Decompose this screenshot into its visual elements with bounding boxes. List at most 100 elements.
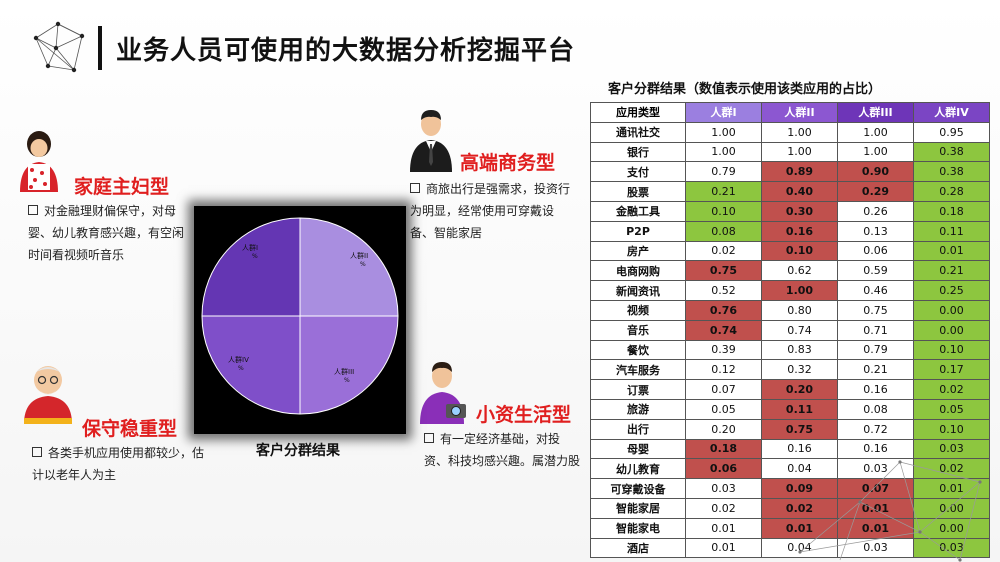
- table-cell: 0.32: [761, 359, 838, 381]
- table-cell: 0.18: [913, 200, 990, 222]
- table-cell: 0.00: [913, 497, 990, 519]
- table-row: 旅游 0.05 0.11 0.08 0.05: [590, 398, 990, 420]
- table-cell: 0.38: [913, 141, 990, 163]
- table-row: 银行 1.00 1.00 1.00 0.38: [590, 141, 990, 163]
- table-row: 母婴 0.18 0.16 0.16 0.03: [590, 438, 990, 460]
- title-divider: [98, 26, 102, 70]
- persona-petty-desc-text: 有一定经济基础，对投资、科技均感兴趣。属潜力股: [424, 432, 581, 468]
- table-row-label: 视频: [590, 299, 686, 321]
- table-row-label: 可穿戴设备: [590, 478, 686, 499]
- table-cell: 0.06: [837, 240, 914, 262]
- persona-business-name: 高端商务型: [460, 152, 556, 174]
- table-row: 智能家居 0.02 0.02 0.01 0.00: [590, 497, 990, 519]
- page-title: 业务人员可使用的大数据分析挖掘平台: [116, 36, 576, 66]
- table-cell: 0.76: [685, 299, 762, 321]
- table-row: 订票 0.07 0.20 0.16 0.02: [590, 379, 990, 400]
- table-corner-header: 应用类型: [590, 102, 686, 123]
- table-cell: 0.10: [685, 200, 762, 222]
- table-row: P2P 0.08 0.16 0.13 0.11: [590, 220, 990, 242]
- table-cell: 0.71: [837, 319, 914, 341]
- pie-slice: [201, 315, 301, 415]
- table-cell: 0.90: [837, 161, 914, 183]
- table-row-label: 汽车服务: [590, 359, 686, 381]
- persona-business-desc-text: 商旅出行是强需求，投资行为明显，经常使用可穿戴设备、智能家居: [410, 182, 571, 240]
- table-cell: 1.00: [761, 121, 838, 143]
- table-cell: 0.80: [761, 299, 838, 321]
- table-cell: 0.21: [685, 181, 762, 202]
- table-cell: 1.00: [685, 141, 762, 163]
- persona-conservative-desc: 各类手机应用使用都较少，估计以老年人为主: [32, 442, 207, 486]
- table-header-cell: 人群I: [685, 102, 762, 123]
- table-row: 通讯社交 1.00 1.00 1.00 0.95: [590, 121, 990, 143]
- table-header-cell: 人群IV: [913, 102, 990, 123]
- table-row-label: 新闻资讯: [590, 280, 686, 301]
- table-cell: 0.11: [761, 398, 838, 420]
- table-cell: 0.59: [837, 260, 914, 282]
- table-cell: 0.83: [761, 339, 838, 361]
- table-cell: 0.01: [685, 517, 762, 539]
- table-title: 客户分群结果（数值表示使用该类应用的占比）: [608, 82, 882, 97]
- table-cell: 0.95: [913, 121, 990, 143]
- table-cell: 0.10: [913, 339, 990, 361]
- persona-home-name: 家庭主妇型: [74, 176, 170, 198]
- table-cell: 0.30: [761, 200, 838, 222]
- cluster-table: 应用类型 人群I 人群II 人群III 人群IV 通讯社交 1.00 1.00 1.0…: [590, 102, 990, 559]
- table-row-label: 房产: [590, 240, 686, 262]
- pie-slice-label: 人群II: [350, 251, 368, 260]
- table-cell: 0.26: [837, 200, 914, 222]
- table-row: 视频 0.76 0.80 0.75 0.00: [590, 299, 990, 321]
- table-row-label: 银行: [590, 141, 686, 163]
- pie-chart: 人群I% 人群II%人群III%人群IV%: [201, 217, 399, 415]
- table-cell: 0.03: [837, 458, 914, 480]
- persona-home-desc: 对金融理财偏保守，对母婴、幼儿教育感兴趣，有空闲时间看视频听音乐: [28, 200, 193, 266]
- table-cell: 0.03: [913, 438, 990, 460]
- table-row: 新闻资讯 0.52 1.00 0.46 0.25: [590, 280, 990, 301]
- table-row-label: 餐饮: [590, 339, 686, 361]
- table-row-label: 出行: [590, 418, 686, 440]
- table-row: 股票 0.21 0.40 0.29 0.28: [590, 181, 990, 202]
- bullet-icon: [32, 447, 42, 457]
- table-row: 可穿戴设备 0.03 0.09 0.07 0.01: [590, 478, 990, 499]
- persona-conservative-name: 保守稳重型: [82, 418, 178, 440]
- table-cell: 0.08: [837, 398, 914, 420]
- table-cell: 0.03: [913, 537, 990, 559]
- table-cell: 0.75: [837, 299, 914, 321]
- table-cell: 0.74: [761, 319, 838, 341]
- table-header-cell: 人群III: [837, 102, 914, 123]
- table-cell: 0.00: [913, 299, 990, 321]
- table-cell: 0.72: [837, 418, 914, 440]
- table-row-label: 智能家居: [590, 497, 686, 519]
- table-cell: 0.00: [913, 517, 990, 539]
- persona-home-desc-text: 对金融理财偏保守，对母婴、幼儿教育感兴趣，有空闲时间看视频听音乐: [28, 204, 185, 262]
- table-cell: 0.06: [685, 458, 762, 480]
- table-cell: 0.01: [685, 537, 762, 559]
- pie-slice-pct: %: [252, 253, 258, 260]
- table-cell: 0.02: [685, 497, 762, 519]
- persona-conservative-desc-text: 各类手机应用使用都较少，估计以老年人为主: [32, 446, 205, 482]
- network-logo-icon: [33, 21, 85, 73]
- table-cell: 0.02: [913, 379, 990, 400]
- table-row-label: 股票: [590, 181, 686, 202]
- table-row-label: 智能家电: [590, 517, 686, 539]
- table-cell: 0.05: [913, 398, 990, 420]
- table-cell: 0.74: [685, 319, 762, 341]
- table-row-label: 通讯社交: [590, 121, 686, 143]
- table-row: 电商网购 0.75 0.62 0.59 0.21: [590, 260, 990, 282]
- table-cell: 0.02: [761, 497, 838, 519]
- table-cell: 0.10: [761, 240, 838, 262]
- table-cell: 0.16: [837, 379, 914, 400]
- pie-slice-pct: %: [360, 261, 366, 268]
- table-cell: 0.20: [685, 418, 762, 440]
- table-row: 出行 0.20 0.75 0.72 0.10: [590, 418, 990, 440]
- persona-petty-name: 小资生活型: [476, 404, 572, 426]
- housewife-avatar-icon: [20, 131, 58, 192]
- table-cell: 0.18: [685, 438, 762, 460]
- pie-slice-pct: %: [344, 377, 350, 384]
- table-cell: 0.29: [837, 181, 914, 202]
- table-row: 智能家电 0.01 0.01 0.01 0.00: [590, 517, 990, 539]
- table-row-label: 幼儿教育: [590, 458, 686, 480]
- table-row-label: P2P: [590, 220, 686, 242]
- pie-slice-pct: %: [238, 365, 244, 372]
- table-cell: 0.07: [837, 478, 914, 499]
- table-cell: 0.25: [913, 280, 990, 301]
